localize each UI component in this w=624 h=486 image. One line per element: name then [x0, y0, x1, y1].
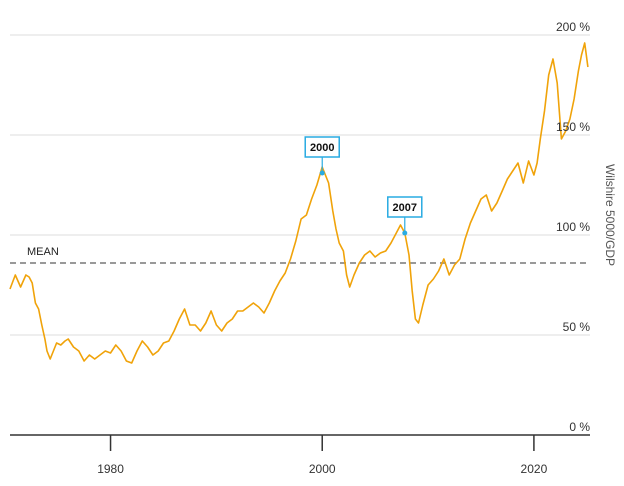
x-tick-label: 2020 — [521, 462, 548, 476]
y-tick-label: 150 % — [556, 120, 590, 134]
annotation-label: 2007 — [393, 202, 417, 214]
mean-reference: MEAN — [10, 246, 590, 264]
x-tick-labels: 1980 2000 2020 — [97, 462, 547, 476]
gridlines — [10, 34, 590, 336]
annotation-callout: 2007 — [387, 196, 423, 236]
annotation-box — [304, 136, 340, 158]
x-axis — [10, 434, 590, 451]
y-tick-label: 50 % — [563, 320, 591, 334]
y-axis-title: Wilshire 5000/GDP — [603, 164, 617, 266]
annotations: 2000 2007 — [304, 136, 423, 236]
annotation-box — [387, 196, 423, 218]
x-tick-label: 1980 — [97, 462, 124, 476]
x-tick-label: 2000 — [309, 462, 336, 476]
series-layer — [9, 42, 589, 364]
annotation-marker — [402, 230, 408, 236]
annotation-label: 2000 — [310, 142, 334, 154]
y-tick-label: 0 % — [569, 420, 590, 434]
y-tick-label: 200 % — [556, 20, 590, 34]
series-line — [9, 42, 589, 364]
mean-label: MEAN — [27, 246, 59, 258]
annotation-marker — [319, 170, 325, 176]
annotation-callout: 2000 — [304, 136, 340, 176]
y-tick-labels: 0 % 50 % 100 % 150 % 200 % — [556, 20, 590, 434]
y-tick-label: 100 % — [556, 220, 590, 234]
